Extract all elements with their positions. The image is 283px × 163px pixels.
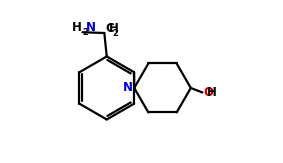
Text: 2: 2 xyxy=(83,28,88,37)
Text: O: O xyxy=(203,86,213,99)
Text: C: C xyxy=(106,22,114,35)
Text: 2: 2 xyxy=(112,29,118,38)
Text: N: N xyxy=(86,21,96,34)
Text: H: H xyxy=(72,21,82,34)
Text: N: N xyxy=(123,81,133,94)
Text: H: H xyxy=(109,22,119,35)
Text: H: H xyxy=(207,86,216,99)
